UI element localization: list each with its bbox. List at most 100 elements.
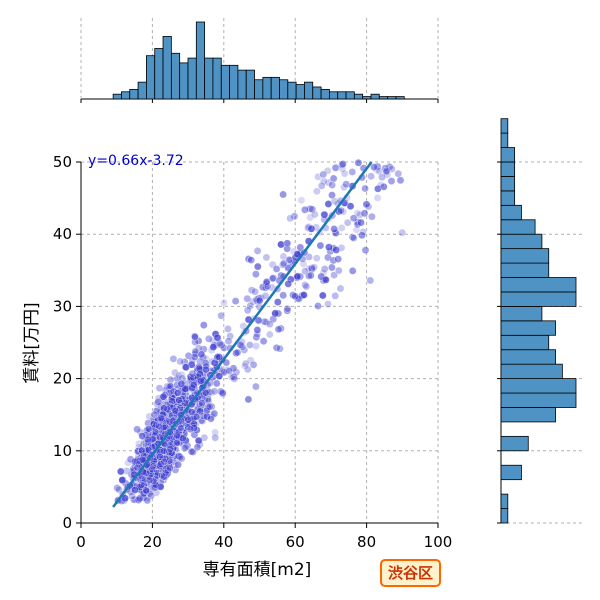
regression-line-path	[112, 161, 373, 508]
top-hist-bar	[387, 96, 397, 100]
scatter-point	[322, 275, 330, 284]
scatter-point	[301, 267, 309, 276]
scatter-point	[255, 296, 264, 305]
scatter-point	[191, 333, 199, 341]
scatter-point	[398, 228, 407, 237]
scatter-point	[349, 214, 358, 223]
scatter-point	[307, 224, 316, 233]
top-hist-bar	[137, 81, 147, 100]
scatter-point	[324, 300, 332, 308]
scatter-point	[331, 292, 340, 300]
scatter-point	[329, 174, 338, 183]
right-hist-bar	[500, 320, 556, 336]
main-axes: 0 20 40 60 80 100 0 10 20 30 40 50	[53, 153, 452, 551]
scatter-point	[210, 359, 219, 367]
scatter-point	[254, 316, 263, 325]
right-hist-bar	[500, 493, 509, 509]
scatter-point	[312, 254, 321, 263]
scatter-point	[163, 417, 171, 426]
scatter-point	[175, 396, 183, 405]
scatter-point	[349, 234, 358, 242]
scatter-point	[169, 355, 178, 363]
right-hist-bar	[500, 464, 522, 481]
right-hist-bar	[500, 233, 543, 250]
scatter-point	[374, 184, 382, 193]
scatter-point	[317, 272, 326, 281]
scatter-point	[151, 483, 159, 492]
scatter-point	[283, 306, 292, 315]
scatter-point	[330, 225, 339, 233]
right-hist-bar	[500, 392, 577, 408]
scatter-points	[113, 158, 407, 505]
scatter-point	[201, 388, 210, 397]
scatter-point	[367, 172, 375, 181]
scatter-point	[252, 382, 260, 391]
scatter-point	[366, 276, 375, 285]
scatter-point	[138, 455, 147, 464]
top-hist-bar	[295, 84, 305, 100]
scatter-point	[190, 430, 199, 439]
y-axis-title: 賃料[万円]	[22, 302, 42, 383]
scatter-point	[387, 177, 396, 185]
right-hist-bar	[500, 305, 543, 322]
scatter-point	[379, 182, 388, 191]
scatter-point	[212, 379, 221, 388]
scatter-point	[144, 425, 153, 433]
scatter-point	[138, 432, 147, 440]
district-badge: 渋谷区	[380, 559, 442, 587]
scatter-point	[362, 200, 371, 209]
scatter-point	[373, 194, 382, 202]
scatter-point	[182, 363, 190, 372]
scatter-point	[394, 169, 403, 178]
scatter-point	[210, 387, 219, 396]
scatter-point	[334, 255, 343, 263]
scatter-point	[346, 202, 355, 211]
scatter-point	[145, 412, 154, 421]
scatter-point	[277, 240, 285, 249]
regression-equation: y=0.66x-3.72	[88, 153, 184, 169]
scatter-point	[218, 388, 227, 397]
scatter-point	[239, 322, 248, 330]
scatter-point	[297, 196, 306, 205]
top-hist-bar	[378, 96, 389, 100]
scatter-point	[261, 292, 270, 300]
scatter-point	[201, 359, 210, 367]
scatter-point	[348, 267, 357, 275]
top-hist-bar	[187, 57, 197, 100]
scatter-point	[253, 326, 262, 334]
x-tick-label: 80	[357, 533, 376, 551]
scatter-point	[329, 256, 338, 265]
scatter-point	[225, 367, 234, 375]
scatter-point	[246, 302, 255, 310]
top-hist-bar	[154, 48, 164, 100]
right-hist-bar	[500, 118, 509, 134]
scatter-point	[262, 253, 271, 262]
scatter-point	[148, 443, 157, 451]
x-tick-label: 60	[286, 533, 305, 551]
y-tick-label: 50	[53, 153, 72, 171]
scatter-point	[279, 190, 287, 199]
scatter-point	[301, 205, 309, 214]
scatter-point	[187, 447, 196, 456]
scatter-point	[316, 241, 325, 250]
top-hist-bar	[329, 91, 339, 100]
scatter-point	[173, 381, 181, 389]
scatter-point	[138, 446, 146, 455]
scatter-point	[273, 298, 282, 306]
scatter-point	[135, 494, 144, 503]
scatter-point	[243, 294, 252, 303]
scatter-point	[171, 407, 180, 415]
scatter-point	[336, 284, 345, 293]
scatter-point	[279, 291, 288, 300]
x-tick-label: 0	[76, 533, 86, 551]
scatter-point	[191, 347, 200, 355]
scatter-point	[215, 372, 224, 380]
scatter-point	[396, 176, 405, 185]
x-axis-title: 専有面積[m2]	[203, 560, 312, 580]
scatter-point	[181, 443, 190, 452]
right-hist-bar	[500, 262, 550, 278]
right-hist-bar	[500, 378, 577, 394]
scatter-point	[177, 454, 186, 463]
scatter-point	[274, 325, 283, 334]
scatter-point	[224, 337, 233, 346]
